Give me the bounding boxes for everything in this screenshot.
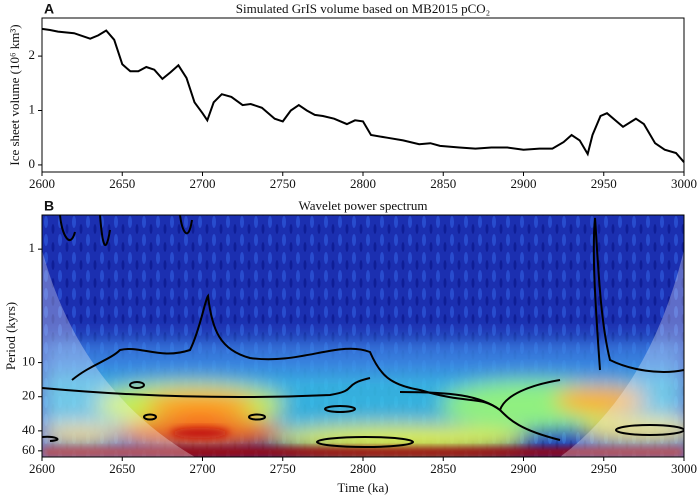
x-tick-label: 2950 <box>591 176 617 191</box>
wavelet-heatmap <box>42 215 684 457</box>
panel-label: B <box>44 198 54 214</box>
x-tick-label: 2800 <box>350 176 376 191</box>
y-tick-label: 1 <box>29 101 36 116</box>
x-tick-label: 2700 <box>190 461 216 476</box>
y-tick-label: 0 <box>29 156 36 171</box>
x-tick-label: 3000 <box>671 461 697 476</box>
x-tick-label: 2950 <box>591 461 617 476</box>
y-tick-label: 60 <box>22 442 35 457</box>
x-tick-label: 2900 <box>511 461 537 476</box>
x-tick-label: 2600 <box>29 176 55 191</box>
y-tick-label: 20 <box>22 388 35 403</box>
x-tick-label: 2750 <box>270 176 296 191</box>
x-tick-label: 2700 <box>190 176 216 191</box>
panel-label: A <box>44 1 54 17</box>
x-tick-label: 2850 <box>430 176 456 191</box>
x-tick-label: 2800 <box>350 461 376 476</box>
y-axis-label: Ice sheet volume (10⁶ km³) <box>7 24 22 165</box>
chart-title: Simulated GrIS volume based on MB2015 pC… <box>236 1 490 16</box>
y-tick-label: 10 <box>22 354 35 369</box>
y-tick-label: 40 <box>22 422 35 437</box>
x-tick-label: 2650 <box>109 176 135 191</box>
x-tick-label: 3000 <box>671 176 697 191</box>
y-axis-label: Period (kyrs) <box>3 302 18 370</box>
y-tick-label: 1 <box>29 240 36 255</box>
data-line <box>41 27 685 163</box>
x-tick-label: 2600 <box>29 461 55 476</box>
x-tick-label: 2850 <box>430 461 456 476</box>
chart-title: Wavelet power spectrum <box>299 198 428 213</box>
plot-frame <box>41 17 685 173</box>
x-tick-label: 2750 <box>270 461 296 476</box>
y-tick-label: 2 <box>29 47 36 62</box>
x-tick-label: 2650 <box>109 461 135 476</box>
x-axis-label: Time (ka) <box>337 480 388 495</box>
x-tick-label: 2900 <box>511 176 537 191</box>
